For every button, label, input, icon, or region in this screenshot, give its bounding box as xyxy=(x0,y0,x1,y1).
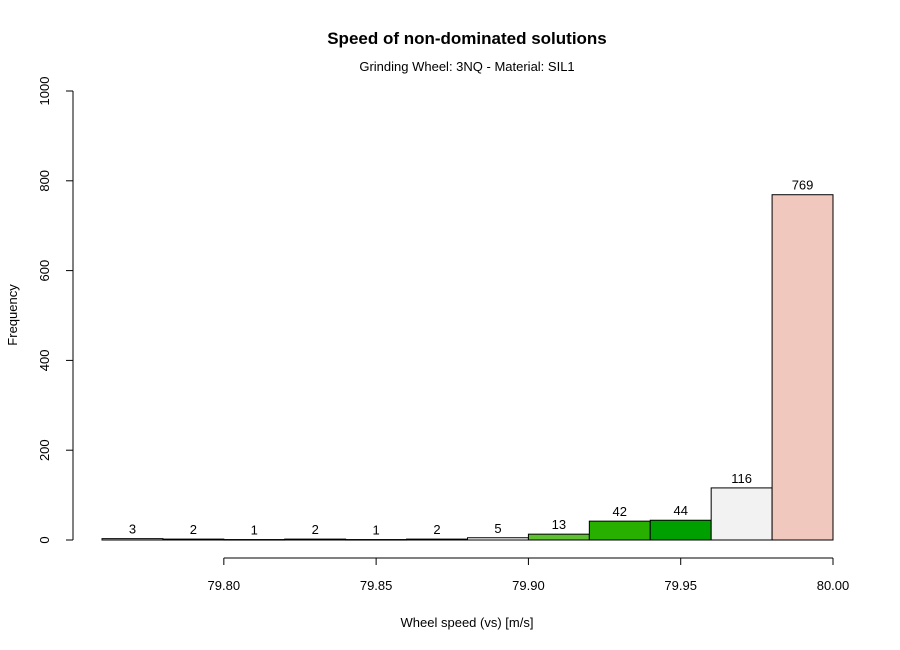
data-labels-layer: 3 2 1 2 1 2 5 13 42 44 116 769 xyxy=(129,178,814,538)
bar-value-label: 2 xyxy=(190,522,197,537)
bar-value-label: 5 xyxy=(494,521,501,536)
bar-value-label: 44 xyxy=(673,503,687,518)
x-tick-label: 79.85 xyxy=(360,578,393,593)
x-tick-label: 79.95 xyxy=(664,578,697,593)
y-tick-label: 200 xyxy=(37,439,52,461)
histogram-bar xyxy=(223,539,286,541)
chart-subtitle: Grinding Wheel: 3NQ - Material: SIL1 xyxy=(359,59,574,74)
x-tick-label: 79.80 xyxy=(208,578,241,593)
histogram-bar xyxy=(467,537,529,541)
histogram-bar xyxy=(162,538,225,541)
histogram-bar xyxy=(710,487,773,541)
y-axis-label: Frequency xyxy=(5,284,20,346)
bar-value-label: 2 xyxy=(433,522,440,537)
y-tick-label: 600 xyxy=(37,260,52,282)
y-tick-label: 800 xyxy=(37,170,52,192)
histogram-bar xyxy=(771,194,834,541)
bar-value-label: 3 xyxy=(129,522,136,537)
histogram-bar xyxy=(101,538,164,541)
x-tick-label: 80.00 xyxy=(817,578,850,593)
bar-value-label: 1 xyxy=(251,523,258,538)
histogram-bar xyxy=(527,533,590,541)
bar-value-label: 116 xyxy=(731,471,752,486)
bar-value-label: 769 xyxy=(792,178,814,193)
chart-title: Speed of non-dominated solutions xyxy=(327,29,607,48)
histogram-bar xyxy=(345,539,408,541)
bars-layer xyxy=(101,194,834,541)
y-tick-label: 0 xyxy=(37,536,52,543)
bar-value-label: 13 xyxy=(552,517,566,532)
bar-value-label: 2 xyxy=(312,522,319,537)
y-tick-label: 1000 xyxy=(37,77,52,106)
histogram-bar xyxy=(406,538,469,541)
bar-value-label: 1 xyxy=(373,523,380,538)
histogram-bar xyxy=(588,520,651,541)
y-tick-label: 400 xyxy=(37,350,52,372)
x-axis-label: Wheel speed (vs) [m/s] xyxy=(401,615,534,630)
x-axis: 79.80 79.85 79.90 79.95 80.00 xyxy=(208,557,850,593)
bar-value-label: 42 xyxy=(613,504,627,519)
y-axis: 0 200 400 600 800 1000 xyxy=(37,77,74,544)
histogram-bar xyxy=(284,538,347,541)
x-tick-label: 79.90 xyxy=(512,578,545,593)
histogram-bar xyxy=(649,519,712,541)
